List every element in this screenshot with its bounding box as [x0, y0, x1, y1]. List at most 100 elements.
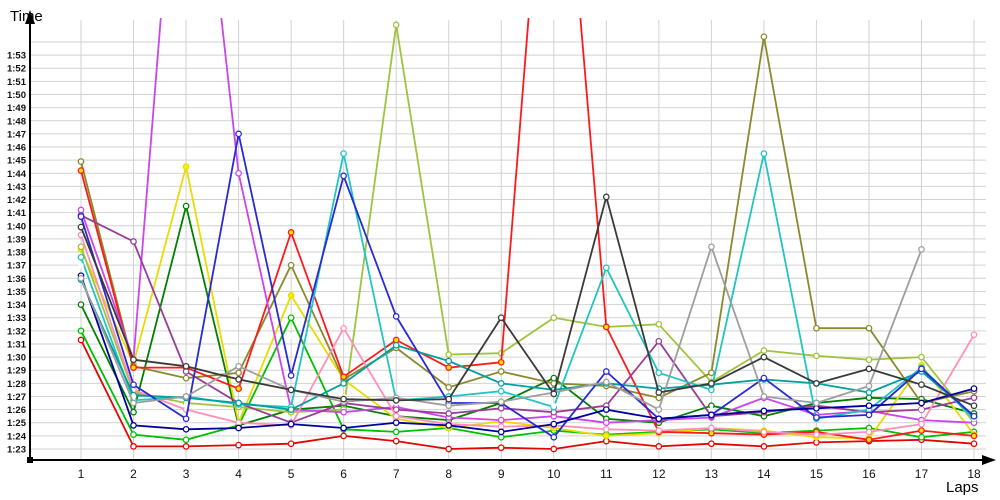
- y-tick-label: 1:46: [7, 143, 26, 154]
- y-tick-label: 1:40: [7, 221, 26, 232]
- data-point: [235, 369, 242, 377]
- x-tick-label: 11: [600, 467, 613, 481]
- x-tick-label: 2: [130, 467, 137, 481]
- data-point: [497, 444, 505, 452]
- x-tick-label: 6: [340, 467, 347, 481]
- data-point: [445, 357, 453, 365]
- data-point: [655, 415, 663, 423]
- data-point: [708, 369, 715, 377]
- data-point: [865, 389, 873, 396]
- series-red-2: [77, 18, 978, 444]
- x-tick-label: 12: [652, 467, 666, 481]
- y-tick-label: 1:43: [7, 182, 26, 193]
- data-point: [340, 150, 347, 157]
- data-point: [865, 411, 873, 419]
- data-point: [182, 202, 190, 210]
- series-line: [80, 35, 975, 404]
- data-point: [287, 292, 295, 299]
- data-point: [602, 425, 610, 433]
- x-tick-label: 16: [862, 467, 876, 481]
- data-point: [865, 436, 873, 444]
- data-point: [760, 374, 768, 382]
- data-point: [602, 323, 610, 331]
- y-tick-label: 1:24: [7, 431, 27, 442]
- series-lines: [77, 18, 978, 453]
- data-point: [340, 408, 347, 416]
- data-point: [655, 427, 663, 434]
- data-point: [77, 253, 85, 261]
- data-point: [497, 428, 505, 436]
- data-point: [970, 412, 978, 420]
- data-point: [865, 356, 873, 364]
- data-point: [235, 441, 242, 449]
- data-point: [497, 433, 505, 441]
- series-line: [80, 24, 975, 424]
- data-point: [445, 410, 453, 417]
- data-point: [392, 21, 400, 29]
- data-point: [445, 383, 453, 391]
- series-line: [80, 234, 975, 436]
- data-point: [970, 385, 978, 392]
- data-point: [130, 408, 137, 416]
- y-tick-label: 1:33: [7, 313, 26, 324]
- y-tick-label: 1:37: [7, 261, 26, 272]
- data-point: [340, 324, 347, 332]
- data-point: [77, 327, 85, 335]
- data-point: [77, 223, 85, 231]
- data-point: [497, 314, 505, 322]
- data-point: [130, 364, 137, 371]
- y-axis-title: Time: [10, 8, 43, 25]
- series-line: [80, 18, 975, 441]
- data-point: [655, 337, 663, 345]
- data-point: [813, 324, 820, 332]
- data-point: [392, 437, 400, 445]
- x-tick-label: 13: [705, 467, 719, 481]
- data-point: [497, 404, 505, 412]
- data-point: [77, 336, 85, 344]
- data-point: [813, 399, 820, 407]
- data-point: [918, 427, 925, 434]
- data-point: [235, 385, 242, 392]
- data-point: [497, 380, 505, 387]
- series-line: [80, 18, 975, 424]
- data-point: [235, 424, 242, 432]
- y-tick-label: 1:38: [7, 248, 26, 259]
- data-point: [918, 365, 925, 373]
- data-point: [182, 393, 190, 400]
- data-point: [392, 419, 400, 427]
- series-navy: [77, 272, 978, 436]
- data-point: [445, 364, 453, 371]
- data-point: [182, 415, 190, 423]
- data-point: [813, 431, 820, 438]
- data-point: [392, 313, 400, 320]
- data-point: [708, 380, 715, 387]
- data-point: [77, 274, 85, 282]
- data-point: [813, 352, 820, 360]
- data-point: [602, 419, 610, 427]
- data-point: [445, 395, 453, 403]
- series-blue: [77, 130, 978, 441]
- series-line: [80, 165, 975, 440]
- data-point: [761, 403, 767, 409]
- data-point: [235, 362, 242, 370]
- data-point: [77, 301, 85, 308]
- data-point: [918, 399, 925, 407]
- data-point: [287, 440, 295, 448]
- data-point: [497, 416, 505, 424]
- data-point: [287, 314, 295, 322]
- data-point: [392, 397, 400, 404]
- y-tick-label: 1:28: [7, 379, 26, 390]
- data-point: [865, 324, 873, 332]
- data-point: [235, 399, 242, 407]
- data-point: [182, 425, 190, 433]
- y-tick-label: 1:23: [7, 445, 26, 456]
- x-tick-label: 3: [183, 467, 190, 481]
- y-tick-label: 1:27: [7, 392, 26, 403]
- data-point: [655, 369, 663, 377]
- y-tick-labels: 1:23 1:24 1:25 1:26 1:27 1:28 1:29 1:30 1:31 1:32…: [7, 51, 27, 456]
- data-point: [550, 374, 558, 382]
- y-tick-label: 1:47: [7, 129, 26, 140]
- y-tick-label: 1:25: [7, 418, 27, 429]
- data-point: [130, 422, 137, 429]
